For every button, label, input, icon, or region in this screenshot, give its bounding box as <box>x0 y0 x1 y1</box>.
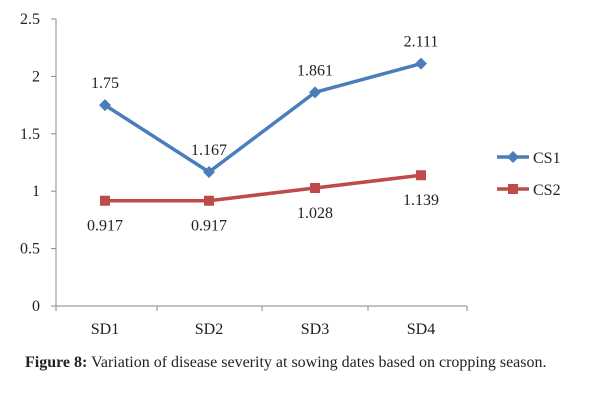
data-label: 0.917 <box>191 218 227 235</box>
legend-marker <box>507 151 519 163</box>
x-tick-label: SD2 <box>195 321 223 338</box>
caption-text: Variation of disease severity at sowing … <box>87 354 547 371</box>
x-tick-label: SD3 <box>301 321 329 338</box>
data-point <box>99 99 111 112</box>
data-label: 1.028 <box>297 205 333 222</box>
series-line <box>105 173 422 203</box>
x-tick-label: SD4 <box>407 321 435 338</box>
legend-marker <box>508 184 518 194</box>
series-cs1: 1.75 1.167 1.861 2.111 <box>91 34 439 179</box>
legend-label: CS2 <box>533 182 561 199</box>
data-point <box>100 195 110 206</box>
data-label: 2.111 <box>404 34 439 51</box>
y-axis-ticks: 0 0.5 1 1.5 2 2.5 <box>20 11 56 315</box>
data-point <box>310 182 320 193</box>
line-chart: 0 0.5 1 1.5 2 2.5 SD1 SD2 SD3 SD4 1.75 1.167 1.861… <box>20 11 561 338</box>
data-point <box>416 170 426 181</box>
y-tick-label: 1.5 <box>20 126 40 143</box>
data-label: 0.917 <box>87 218 123 235</box>
data-label: 1.139 <box>403 192 439 209</box>
series-cs2: 0.917 0.917 1.028 1.139 <box>87 170 439 235</box>
data-point <box>309 86 321 99</box>
data-label: 1.167 <box>191 142 227 159</box>
series-layer: 1.75 1.167 1.861 2.111 0.917 0.917 1.028 1.139 <box>87 34 439 235</box>
legend-item-cs1: CS1 <box>497 150 561 167</box>
y-tick-label: 1 <box>32 183 40 200</box>
series-line <box>104 61 422 174</box>
legend-label: CS1 <box>533 150 561 167</box>
chart-legend: CS1 CS2 <box>497 150 561 199</box>
data-label: 1.861 <box>297 62 333 79</box>
data-point <box>203 166 215 179</box>
y-tick-label: 2.5 <box>20 11 40 28</box>
data-point <box>415 57 427 70</box>
y-tick-label: 0.5 <box>20 241 40 258</box>
legend-item-cs2: CS2 <box>497 182 561 199</box>
data-point <box>204 195 214 206</box>
y-tick-label: 0 <box>32 298 40 315</box>
data-label: 1.75 <box>91 75 119 92</box>
chart-axes <box>55 19 467 307</box>
figure-caption: Figure 8: Variation of disease severity … <box>25 351 577 374</box>
y-tick-label: 2 <box>32 68 40 85</box>
x-axis-ticks: SD1 SD2 SD3 SD4 <box>55 306 468 338</box>
x-tick-label: SD1 <box>91 321 119 338</box>
caption-label: Figure 8: <box>25 354 88 371</box>
